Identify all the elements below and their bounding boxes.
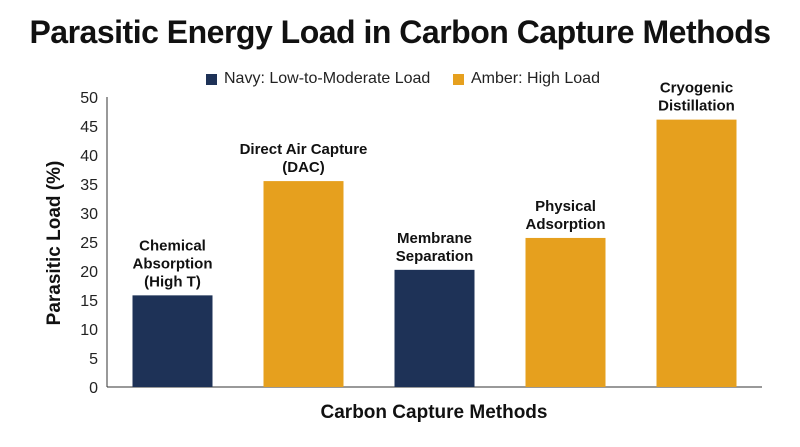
y-tick-label: 15	[80, 293, 98, 310]
bar-label-line: Absorption	[133, 255, 213, 272]
legend-swatch-navy	[206, 73, 217, 85]
y-tick-label: 35	[80, 177, 98, 194]
y-tick-label: 20	[80, 264, 98, 281]
bar	[263, 181, 344, 387]
legend-swatch-amber	[453, 73, 464, 85]
y-tick-label: 10	[80, 322, 98, 339]
chart-title: Parasitic Energy Load in Carbon Capture …	[29, 14, 771, 50]
y-tick-label: 0	[89, 380, 98, 397]
bar-label: Membrane Separation	[396, 230, 474, 265]
legend: Navy: Low-to-Moderate Load Amber: High L…	[0, 70, 800, 92]
bar-label-line: Adsorption	[526, 216, 606, 233]
bar-label-line: Separation	[396, 248, 474, 265]
bar-label-line: (High T)	[144, 273, 201, 290]
bar-labels: Chemical Absorption (High T) Direct Air Cap…	[133, 80, 735, 291]
y-axis: 0 5 10 15 20 25 30 35 40 45 50	[80, 90, 762, 397]
bar-label-line: Cryogenic	[660, 80, 733, 97]
bar-label: Direct Air Capture (DAC)	[240, 141, 368, 176]
y-tick-label: 40	[80, 148, 98, 165]
bar-label: Cryogenic Distillation	[658, 80, 735, 115]
legend-item-low-moderate: Navy: Low-to-Moderate Load	[206, 70, 430, 88]
bar-label: Chemical Absorption (High T)	[133, 237, 213, 290]
bar-label-line: Physical	[535, 198, 596, 215]
y-tick-label: 50	[80, 90, 98, 107]
bar	[394, 269, 475, 387]
bar-label: Physical Adsorption	[526, 198, 606, 233]
y-tick-label: 30	[80, 206, 98, 223]
bar-label-line: Direct Air Capture	[240, 141, 368, 158]
bar-label-line: Chemical	[139, 237, 206, 254]
y-tick-label: 5	[89, 351, 98, 368]
legend-label-high: Amber: High Load	[471, 70, 600, 87]
legend-item-high: Amber: High Load	[453, 70, 600, 88]
y-axis-label: Parasitic Load (%)	[44, 161, 65, 326]
y-tick-label: 25	[80, 235, 98, 252]
bar-label-line: Membrane	[397, 230, 472, 247]
x-axis-label: Carbon Capture Methods	[321, 402, 548, 423]
bar-label-line: Distillation	[658, 98, 735, 115]
bar	[132, 295, 213, 387]
bar	[656, 119, 737, 388]
bar	[525, 237, 606, 387]
bars	[132, 119, 737, 388]
bar-label-line: (DAC)	[282, 159, 325, 176]
y-tick-label: 45	[80, 119, 98, 136]
legend-label-low-moderate: Navy: Low-to-Moderate Load	[224, 70, 431, 87]
